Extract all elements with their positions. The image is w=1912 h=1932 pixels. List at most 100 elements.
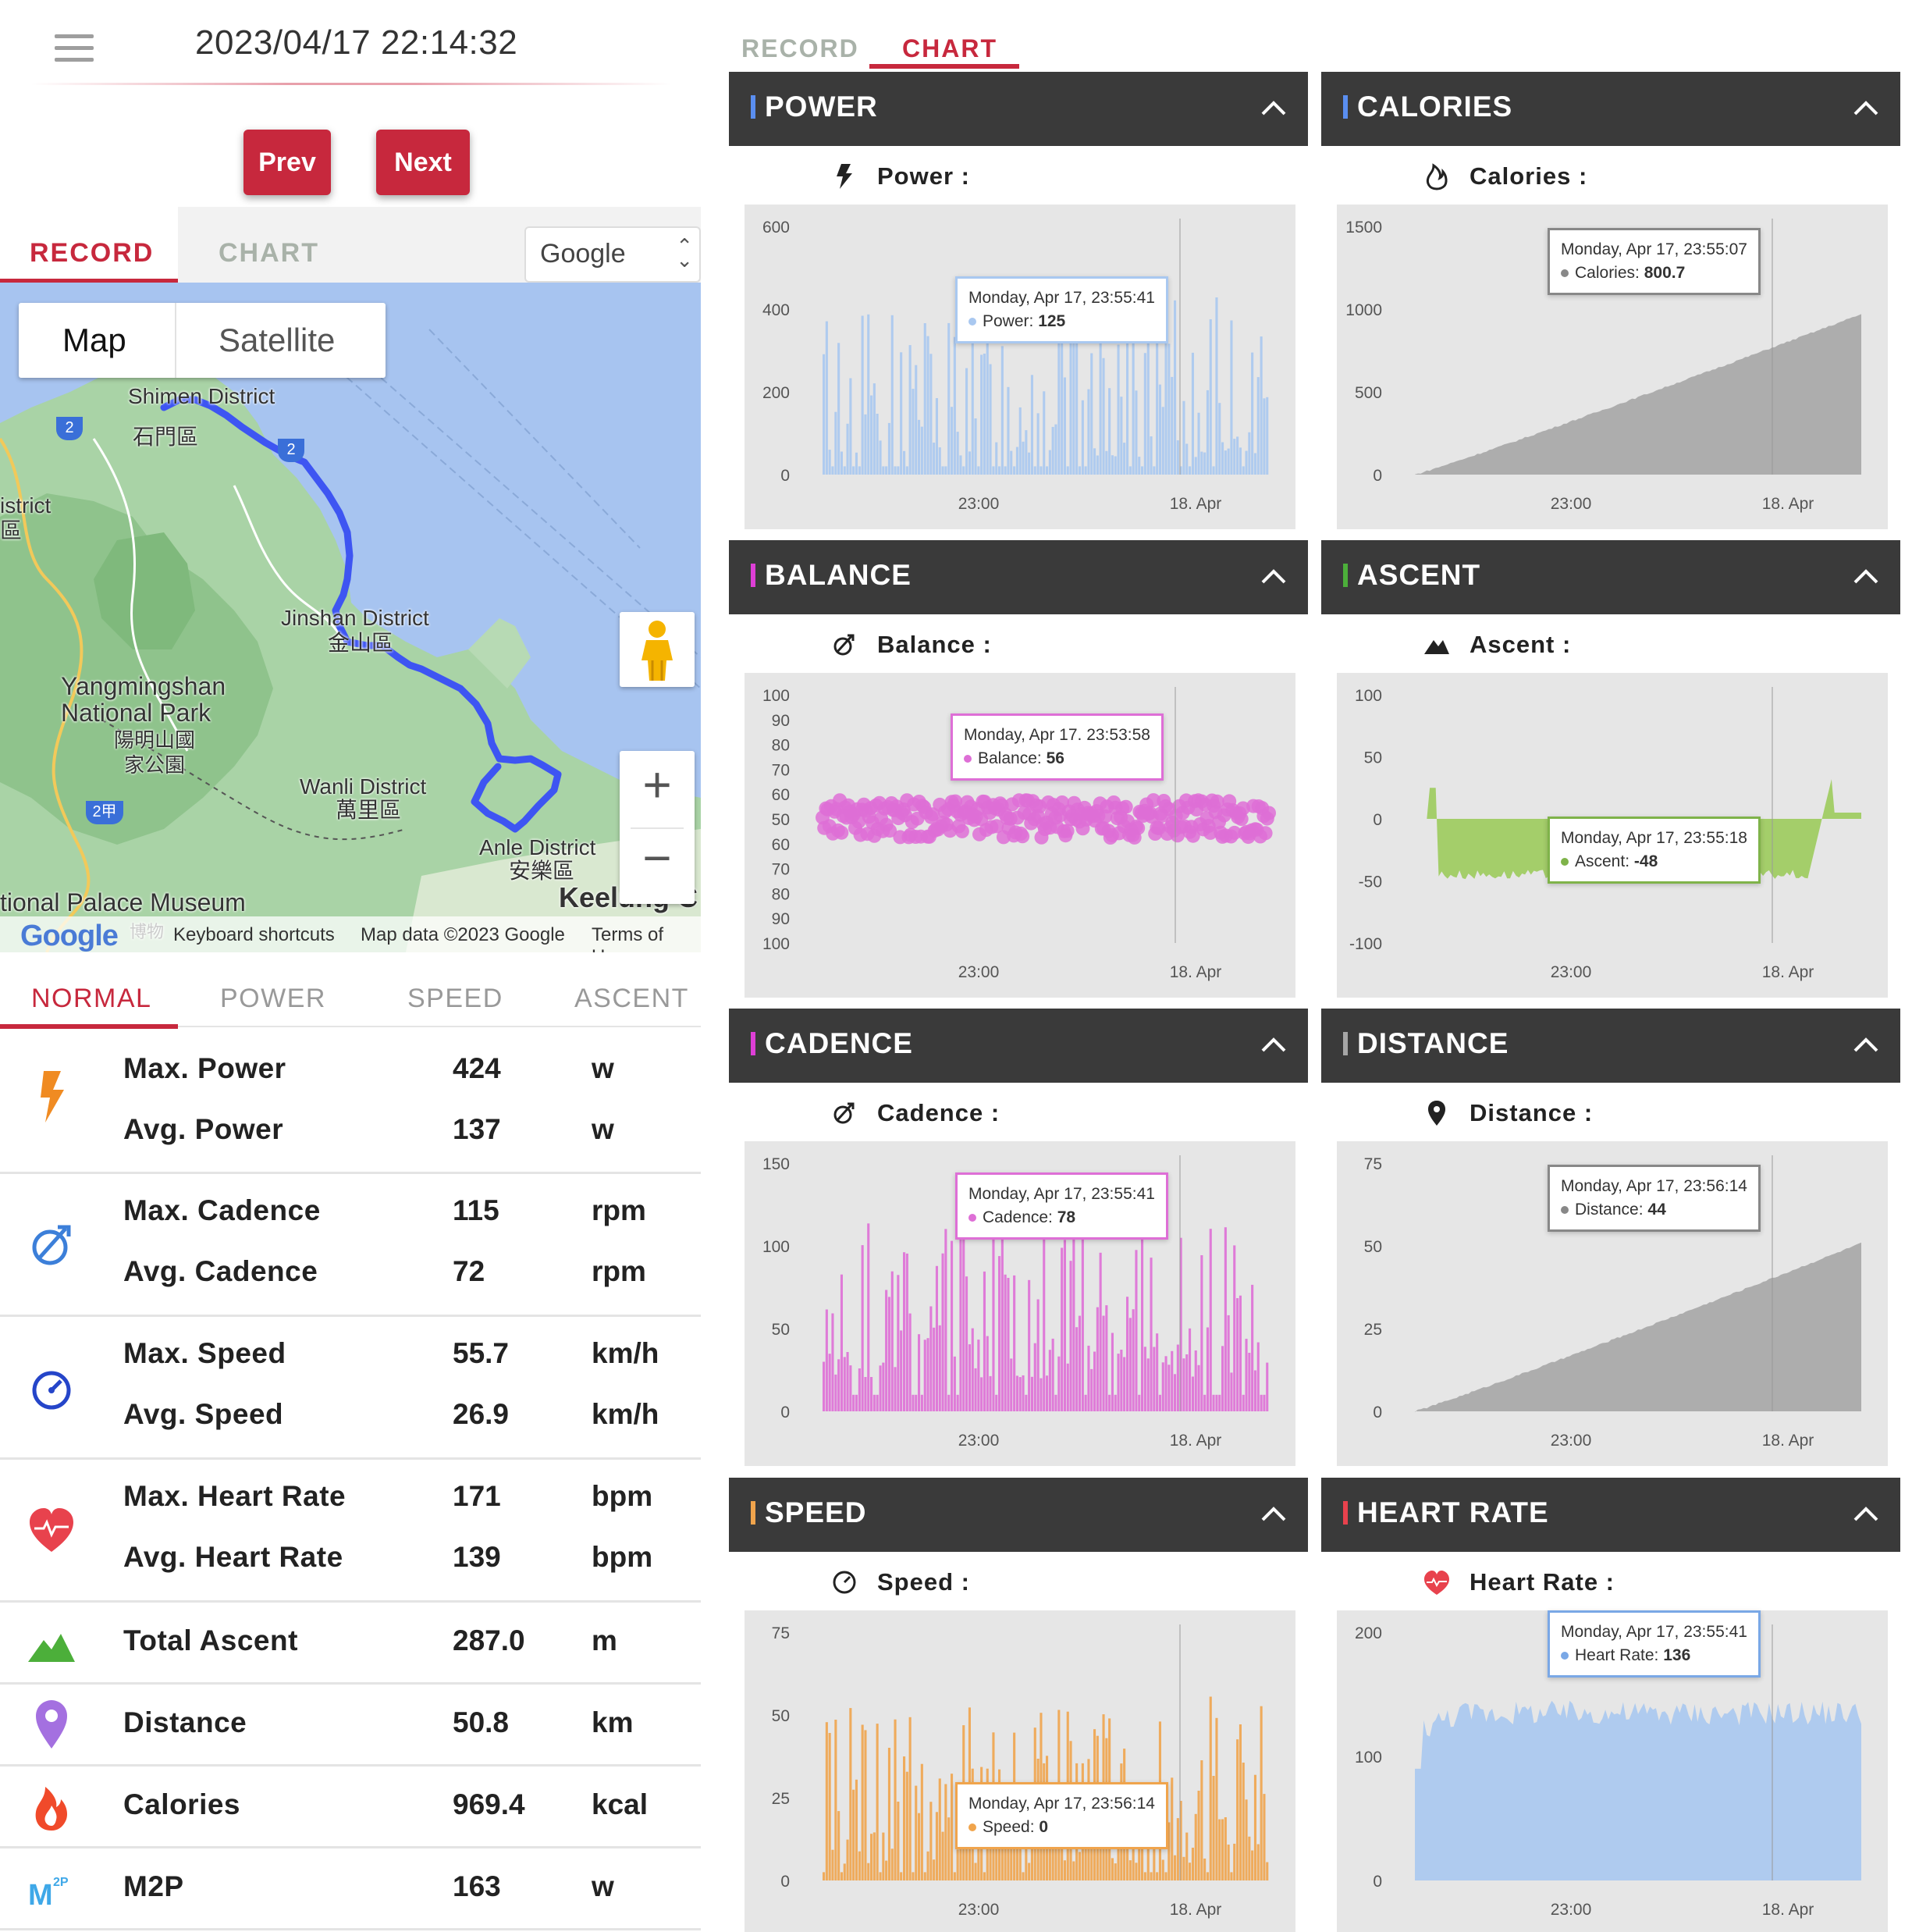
right-tab-chart[interactable]: CHART [902, 34, 997, 62]
chart-bar [1081, 400, 1084, 475]
prev-button[interactable]: Prev [243, 130, 331, 195]
collapse-caret-icon[interactable] [1258, 564, 1289, 587]
collapse-caret-icon[interactable] [1850, 564, 1882, 587]
chart-bar [867, 314, 870, 475]
chart-panel-header[interactable]: SPEED [729, 1478, 1308, 1552]
chart-bar [920, 426, 923, 475]
heart-icon [1424, 1571, 1449, 1595]
chart-bar [1057, 1356, 1061, 1411]
y-tick-label: 0 [780, 1404, 790, 1421]
zoom-in-button[interactable]: + [642, 756, 672, 813]
chart-bar [864, 414, 867, 475]
chart-panel-header[interactable]: ASCENT [1321, 540, 1900, 614]
chart-title: SPEED [765, 1496, 867, 1528]
chart-bar [1120, 397, 1123, 475]
chart-bar [1156, 1333, 1159, 1411]
chart-bar [1066, 466, 1069, 475]
stat-tab-power[interactable]: POWER [220, 984, 326, 1013]
chart-bar [885, 466, 888, 475]
stat-group-cadence: Max. Cadence 115 rpm Avg. Cadence 72 rpm [0, 1174, 701, 1317]
chart-bar [1189, 1328, 1192, 1411]
chart-plot-area[interactable]: 150 100 50 0 23:00 18. Apr Monday, Apr 17, 23:… [745, 1141, 1295, 1466]
chart-plot-area[interactable]: 1500 1000 500 0 23:00 18. Apr Monday, Apr 17, … [1337, 205, 1888, 529]
route-map[interactable]: Map Satellite Shimen District 石門區 istric… [0, 283, 701, 952]
map-type-satellite-button[interactable]: Satellite [219, 322, 336, 358]
chart-panel-header[interactable]: CALORIES [1321, 72, 1900, 146]
chart-svg: 150 100 50 0 23:00 18. Apr [762, 1155, 1269, 1450]
chart-accent-bar [1343, 564, 1348, 587]
chart-bar [828, 1354, 831, 1411]
chart-bar [897, 466, 900, 475]
chart-bar [912, 1394, 915, 1411]
stat-tab-ascent[interactable]: ASCENT [574, 984, 689, 1013]
stat-tab-speed[interactable]: SPEED [407, 984, 503, 1013]
chart-bar [1174, 300, 1177, 475]
chart-panel-header[interactable]: BALANCE [729, 540, 1308, 614]
chart-plot-area[interactable]: 600 400 200 0 23:00 18. Apr Monday, Apr 17, 23… [745, 205, 1295, 529]
chart-series-label: Power : [877, 162, 970, 190]
chart-bar [1069, 1261, 1072, 1411]
right-tab-record[interactable]: RECORD [741, 34, 859, 62]
chart-panel-header[interactable]: DISTANCE [1321, 1009, 1900, 1083]
chart-bar [1114, 1394, 1117, 1411]
chart-bar [1203, 1394, 1207, 1411]
y-tick-label: 50 [1364, 749, 1382, 767]
chart-bar [1072, 322, 1075, 475]
chart-bar [831, 1849, 834, 1880]
map-type-map-button[interactable]: Map [62, 322, 126, 358]
chart-bar [1030, 1376, 1033, 1411]
y-tick-label: 70 [772, 761, 790, 779]
tab-record[interactable]: RECORD [30, 238, 155, 268]
chart-bar [1015, 1375, 1018, 1411]
chart-bar [980, 354, 983, 475]
chart-bar [918, 1334, 921, 1411]
chart-bar [1146, 1358, 1150, 1411]
chart-bar [1078, 1852, 1081, 1880]
map-label: Wanli District [300, 774, 427, 799]
next-button[interactable]: Next [376, 130, 470, 195]
chart-bar [1010, 1834, 1013, 1880]
chart-bar [1215, 297, 1218, 475]
tab-chart[interactable]: CHART [219, 238, 319, 268]
chart-plot-area[interactable]: 200 100 0 23:00 18. Apr Monday, Apr 17, 23:55… [1337, 1610, 1888, 1932]
terms-of-use-link[interactable]: Terms of Use [592, 924, 664, 952]
chart-bar [876, 1724, 879, 1880]
chart-bar [1025, 430, 1028, 475]
chart-plot-area[interactable]: 100 50 0 -50 -100 23:00 18. Apr Monday, Apr 17,… [1337, 673, 1888, 998]
collapse-caret-icon[interactable] [1258, 95, 1289, 119]
chart-plot-area[interactable]: 75 50 25 0 23:00 18. Apr Monday, Apr 17, 23:56… [1337, 1141, 1888, 1466]
chart-bar [1123, 1357, 1126, 1411]
map-label: Jinshan District [281, 606, 429, 630]
chart-bar [872, 383, 876, 475]
collapse-caret-icon[interactable] [1850, 1032, 1882, 1055]
menu-icon[interactable] [55, 34, 94, 66]
collapse-caret-icon[interactable] [1850, 95, 1882, 119]
collapse-caret-icon[interactable] [1850, 1501, 1882, 1525]
chart-bar [1061, 1828, 1064, 1880]
chart-bar [1248, 432, 1251, 475]
stat-tab-normal[interactable]: NORMAL [31, 984, 152, 1013]
chart-panel-header[interactable]: HEART RATE [1321, 1478, 1900, 1552]
chart-series-label: Calories : [1470, 162, 1588, 190]
chart-bar [923, 1872, 926, 1880]
keyboard-shortcuts-link[interactable]: Keyboard shortcuts [173, 924, 335, 945]
chart-bar [897, 1275, 900, 1411]
zoom-out-button[interactable]: − [642, 830, 672, 886]
tooltip-value-line: Distance: 44 [1561, 1198, 1747, 1222]
street-view-pegman-icon[interactable] [620, 612, 695, 687]
chart-bar [1090, 1828, 1093, 1880]
chart-bar [998, 466, 1001, 475]
chart-bar [887, 1297, 890, 1411]
chart-panel-header[interactable]: POWER [729, 72, 1308, 146]
chart-bar [1236, 436, 1239, 475]
chart-accent-bar [751, 1501, 755, 1525]
chart-plot-area[interactable]: 75 50 25 0 23:00 18. Apr Monday, Apr 17, 23:56… [745, 1610, 1295, 1932]
chart-bar [861, 1724, 864, 1880]
tooltip-value-line: Balance: 56 [964, 747, 1150, 770]
chart-panel-header[interactable]: CADENCE [729, 1009, 1308, 1083]
collapse-caret-icon[interactable] [1258, 1032, 1289, 1055]
map-provider-select[interactable]: Google ⌃ ⌄ [524, 226, 701, 283]
chart-bar [1245, 1339, 1248, 1411]
chart-plot-area[interactable]: 100 90 80 70 60 50 60 70 80 90 100 23:00 18. Apr Mond… [745, 673, 1295, 998]
collapse-caret-icon[interactable] [1258, 1501, 1289, 1525]
